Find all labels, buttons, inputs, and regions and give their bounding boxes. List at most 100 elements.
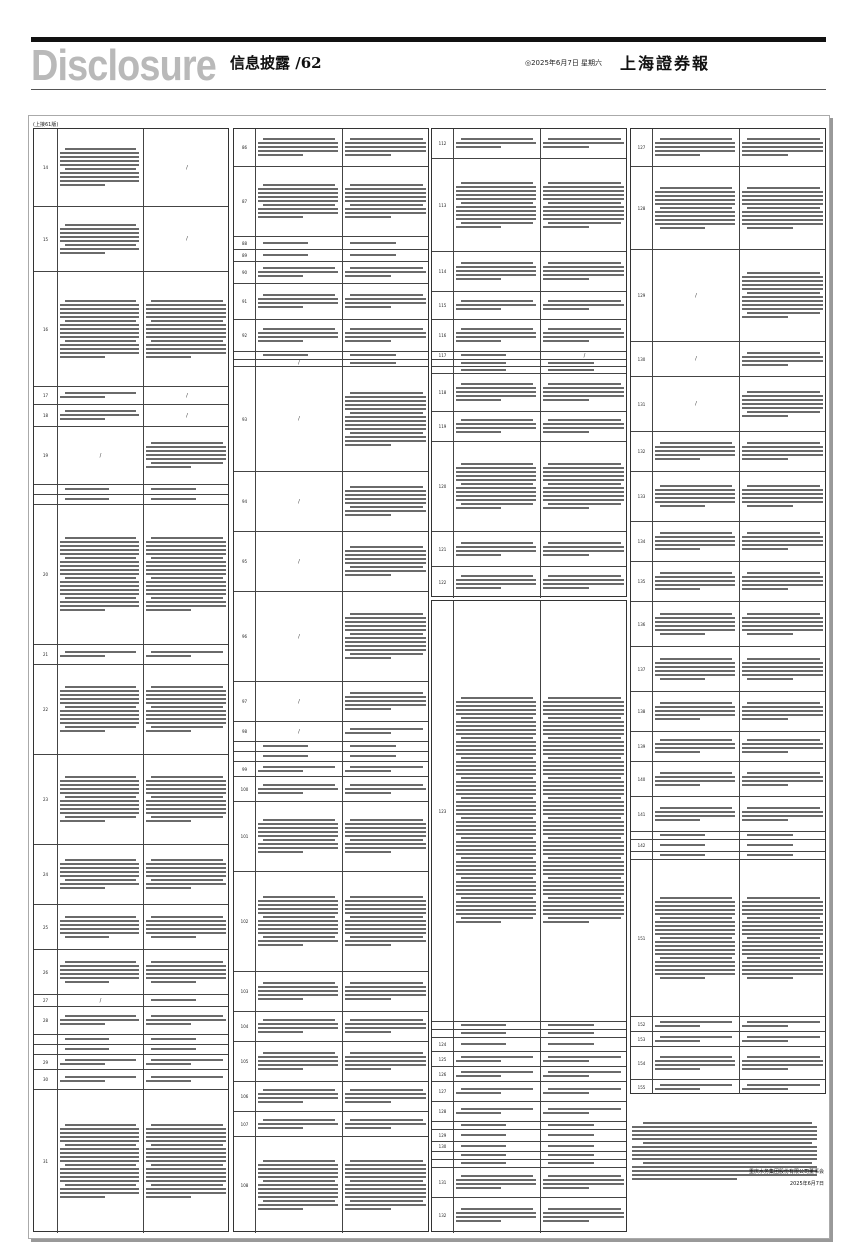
paragraph-text bbox=[543, 361, 626, 366]
table-row: 141 bbox=[631, 796, 825, 831]
original-clause bbox=[256, 1137, 343, 1233]
row-number: 25 bbox=[34, 905, 58, 949]
table-row: 87 bbox=[234, 166, 428, 236]
paragraph-text bbox=[456, 1208, 538, 1224]
revised-clause bbox=[541, 159, 628, 251]
revised-clause bbox=[740, 832, 827, 839]
table-row: 130 bbox=[432, 1141, 626, 1151]
paragraph-text bbox=[655, 572, 737, 592]
paragraph-text bbox=[655, 806, 737, 823]
paragraph-text bbox=[345, 294, 428, 310]
original-clause bbox=[256, 802, 343, 871]
row-number bbox=[34, 485, 58, 494]
paragraph-text bbox=[456, 361, 538, 366]
table-row: 120 bbox=[432, 441, 626, 531]
revised-clause bbox=[343, 262, 430, 283]
original-clause bbox=[454, 374, 541, 411]
table-row: 142 bbox=[631, 839, 825, 851]
original-clause bbox=[653, 1047, 740, 1079]
table-row: 127 bbox=[432, 1081, 626, 1101]
paragraph-text bbox=[258, 755, 340, 759]
original-clause bbox=[58, 1070, 144, 1089]
table-row bbox=[631, 831, 825, 839]
paragraph-text bbox=[345, 1052, 428, 1072]
row-number: 23 bbox=[34, 755, 58, 844]
row-number: 126 bbox=[432, 1067, 454, 1081]
row-number bbox=[432, 367, 454, 373]
row-number: 129 bbox=[631, 250, 653, 341]
revised-clause bbox=[144, 665, 230, 754]
table-row: 139 bbox=[631, 731, 825, 761]
original-clause bbox=[256, 352, 343, 359]
row-number: 125 bbox=[432, 1052, 454, 1066]
original-clause bbox=[256, 237, 343, 249]
continued-label: (上接61版) bbox=[33, 122, 59, 128]
paragraph-text bbox=[345, 328, 428, 344]
row-number bbox=[34, 1045, 58, 1054]
original-clause bbox=[58, 1007, 144, 1034]
paragraph-text bbox=[258, 184, 340, 220]
row-number: 141 bbox=[631, 797, 653, 831]
paragraph-text bbox=[742, 485, 825, 509]
revised-clause bbox=[343, 752, 430, 761]
table-row bbox=[34, 1044, 228, 1054]
paragraph-text bbox=[345, 745, 428, 749]
paragraph-text bbox=[543, 1162, 626, 1166]
revised-clause: / bbox=[583, 352, 586, 359]
paragraph-text bbox=[60, 1058, 141, 1067]
table-row: 130/ bbox=[631, 341, 825, 376]
table-row: 132 bbox=[432, 1197, 626, 1233]
revised-clause bbox=[740, 472, 827, 521]
row-number bbox=[234, 352, 256, 359]
revised-clause bbox=[740, 377, 827, 431]
paragraph-text bbox=[345, 783, 428, 796]
paragraph-text bbox=[60, 915, 141, 940]
paragraph-text bbox=[742, 351, 825, 368]
table-row: 101 bbox=[234, 801, 428, 871]
row-number: 118 bbox=[432, 374, 454, 411]
paragraph-text bbox=[742, 1083, 825, 1092]
original-clause bbox=[653, 840, 740, 851]
paragraph-text bbox=[655, 702, 737, 722]
revised-clause bbox=[343, 972, 430, 1011]
original-clause bbox=[653, 692, 740, 731]
row-number: 155 bbox=[631, 1080, 653, 1094]
original-clause bbox=[454, 412, 541, 441]
paragraph-text bbox=[345, 267, 428, 279]
paragraph-text bbox=[60, 859, 141, 891]
paragraph-text bbox=[258, 1159, 340, 1212]
paragraph-text bbox=[345, 819, 428, 855]
original-clause bbox=[256, 1042, 343, 1081]
original-clause bbox=[256, 167, 343, 236]
table-row: 100 bbox=[234, 776, 428, 801]
paragraph-text bbox=[146, 1015, 228, 1027]
revised-clause bbox=[541, 1152, 628, 1159]
original-clause bbox=[454, 159, 541, 251]
table-row: 24 bbox=[34, 844, 228, 904]
row-number: 29 bbox=[34, 1055, 58, 1069]
table-row bbox=[34, 494, 228, 504]
paragraph-text bbox=[456, 463, 538, 511]
revised-clause bbox=[343, 1082, 430, 1111]
row-number: 128 bbox=[631, 167, 653, 249]
header-divider bbox=[31, 89, 826, 90]
row-number: 134 bbox=[631, 522, 653, 561]
revised-clause bbox=[343, 777, 430, 801]
paragraph-text bbox=[258, 294, 340, 310]
revised-clause bbox=[343, 320, 430, 351]
paragraph-text bbox=[345, 1118, 428, 1131]
revised-clause bbox=[740, 692, 827, 731]
revised-clause bbox=[740, 1032, 827, 1046]
paragraph-text bbox=[655, 532, 737, 552]
row-number: 154 bbox=[631, 1047, 653, 1079]
paragraph-text bbox=[60, 651, 141, 659]
paragraph-text bbox=[146, 859, 228, 891]
paragraph-text bbox=[345, 184, 428, 220]
original-clause bbox=[256, 320, 343, 351]
revised-clause bbox=[144, 495, 230, 504]
table-row: 121 bbox=[432, 531, 626, 566]
revised-clause bbox=[343, 742, 430, 751]
original-clause: / bbox=[256, 682, 343, 721]
paragraph-text bbox=[655, 1083, 737, 1092]
revised-clause bbox=[740, 762, 827, 796]
